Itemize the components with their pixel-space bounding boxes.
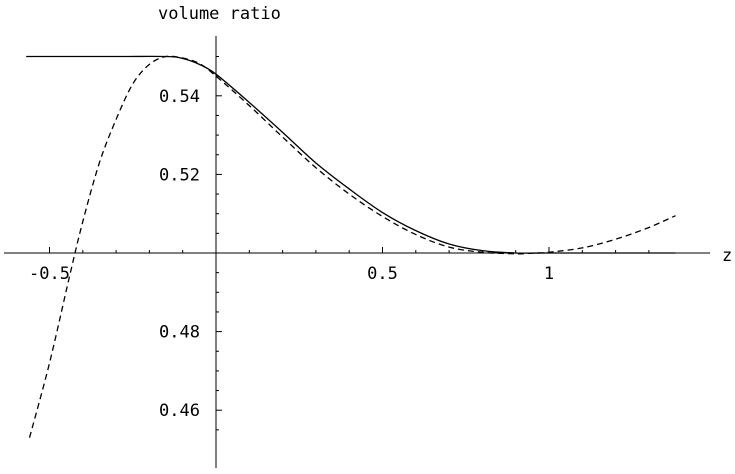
y-tick-label: 0.48 xyxy=(159,323,200,343)
y-tick-label: 0.46 xyxy=(159,401,200,421)
y-tick-label: 0.54 xyxy=(159,87,200,107)
curves xyxy=(26,55,676,438)
x-tick-label: 1 xyxy=(544,264,554,284)
y-tick-label: 0.52 xyxy=(159,165,200,185)
x-tick-label: 0.5 xyxy=(367,264,398,284)
x-axis-label: z xyxy=(722,246,732,266)
ticks: -0.5 0.5 1 0.46 0.48 0.52 0.54 xyxy=(29,56,650,431)
solid-series-line xyxy=(26,55,676,254)
y-axis-label: volume ratio xyxy=(158,4,281,24)
axes xyxy=(4,36,710,468)
dashed-series-line xyxy=(28,55,676,438)
x-tick-label: -0.5 xyxy=(29,264,70,284)
